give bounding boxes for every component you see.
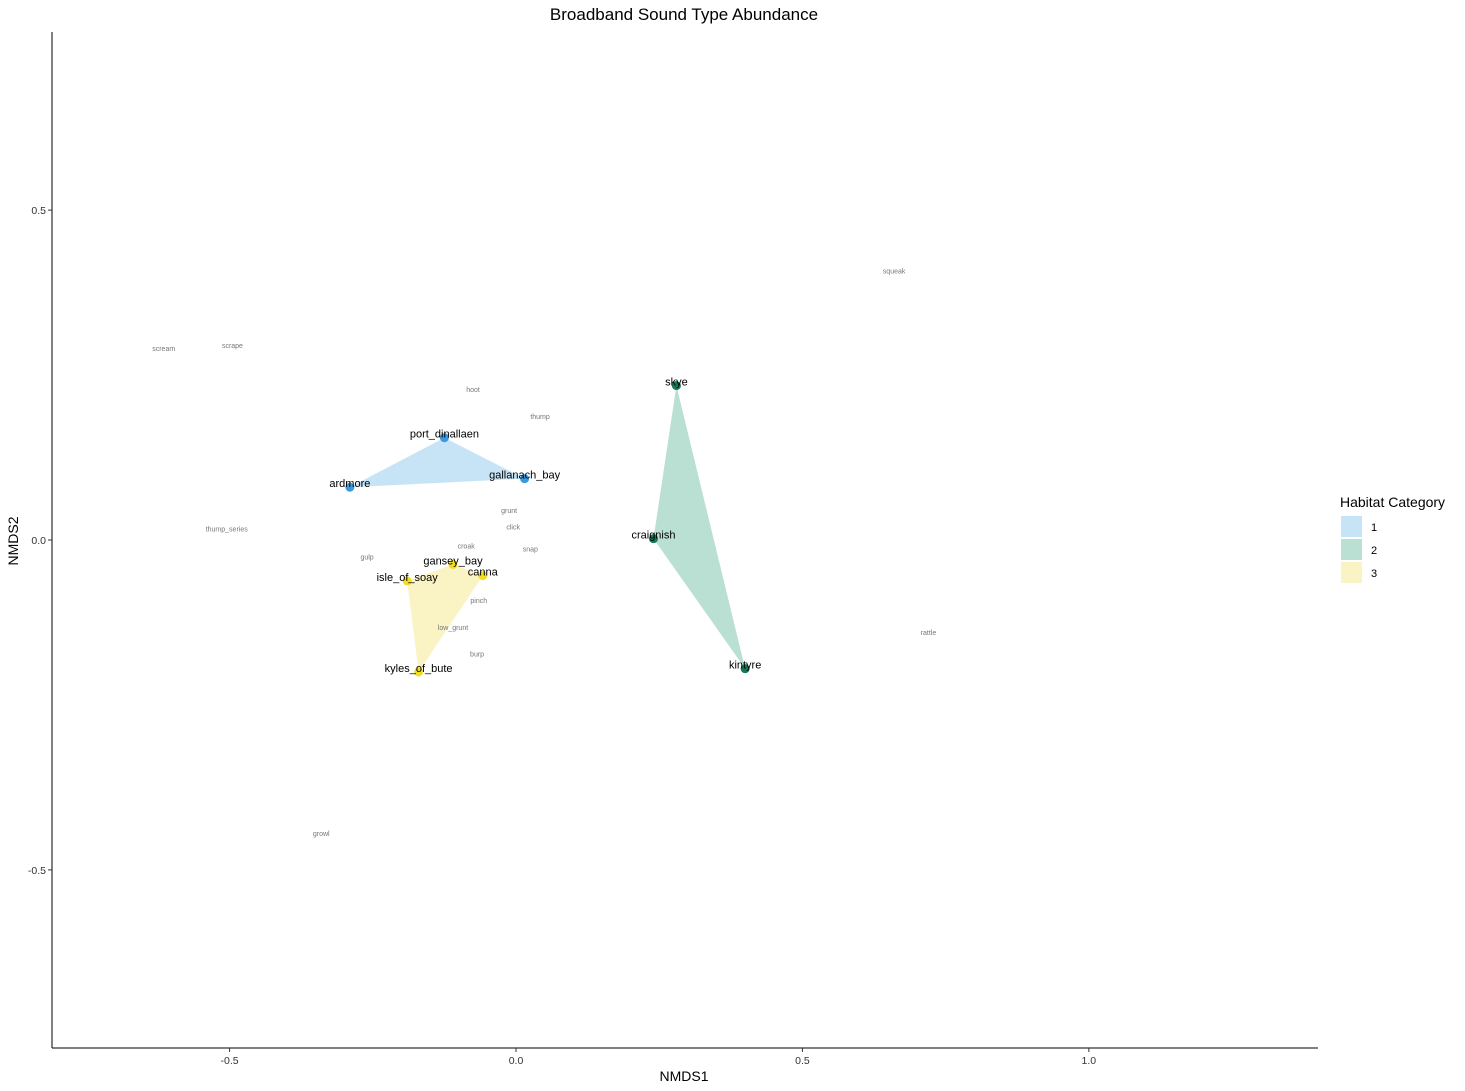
x-tick-label: 0.5 xyxy=(795,1055,810,1067)
x-tick-label: 0.0 xyxy=(509,1055,524,1067)
species-label: snap xyxy=(523,547,538,554)
y-tick-label: 0.0 xyxy=(31,535,46,547)
x-tick-label: -0.5 xyxy=(221,1055,239,1067)
species-label: hoot xyxy=(466,387,480,394)
x-ticks: -0.5 0.0 0.5 1.0 xyxy=(221,1048,1097,1067)
species-layer: squeak scream scrape hoot thump grunt click thu… xyxy=(152,268,936,838)
species-label: squeak xyxy=(883,268,906,275)
species-label: thump_series xyxy=(206,526,249,533)
x-tick-label: 1.0 xyxy=(1082,1055,1097,1067)
species-label: scream xyxy=(152,346,175,353)
hull-habitat-2 xyxy=(653,385,746,669)
site-label: craignish xyxy=(631,530,675,542)
site-label: canna xyxy=(468,567,499,579)
legend: Habitat Category 1 2 3 xyxy=(1340,494,1445,583)
x-axis-title: NMDS1 xyxy=(659,1068,708,1084)
site-label: gansey_bay xyxy=(423,555,483,567)
hull-habitat-1 xyxy=(349,437,525,488)
site-label: skye xyxy=(665,377,688,389)
y-tick-label: -0.5 xyxy=(28,865,46,877)
site-point xyxy=(439,433,449,443)
site-label: gallanach_bay xyxy=(489,470,560,482)
site-point xyxy=(520,474,530,484)
site-point xyxy=(740,664,750,674)
site-label: isle_of_soay xyxy=(377,572,439,584)
species-label: click xyxy=(506,524,520,531)
hull-habitat-3 xyxy=(407,564,483,672)
y-tick-label: 0.5 xyxy=(31,205,46,217)
site-label: kyles_of_bute xyxy=(385,663,453,675)
species-label: pinch xyxy=(470,598,487,605)
legend-key-1 xyxy=(1341,516,1362,537)
species-label: growl xyxy=(313,831,330,838)
legend-items: 1 2 3 xyxy=(1341,516,1377,583)
y-axis-title: NMDS2 xyxy=(5,516,21,565)
species-label: gulp xyxy=(360,555,373,562)
site-label: kintyre xyxy=(729,660,761,672)
species-label: low_grunt xyxy=(438,625,468,632)
species-label: grunt xyxy=(501,508,517,515)
site-point xyxy=(402,576,412,586)
species-label: rattle xyxy=(921,630,937,637)
legend-key-2 xyxy=(1341,539,1362,560)
chart-title: Broadband Sound Type Abundance xyxy=(550,5,818,24)
site-point xyxy=(345,482,355,492)
site-point xyxy=(414,667,424,677)
legend-label: 2 xyxy=(1371,545,1377,557)
species-label: scrape xyxy=(222,343,243,350)
site-point xyxy=(448,559,458,569)
species-label: burp xyxy=(470,652,484,659)
site-point xyxy=(478,571,488,581)
legend-title: Habitat Category xyxy=(1340,494,1445,510)
site-label: port_dinallaen xyxy=(410,429,479,441)
hulls-layer xyxy=(349,385,746,672)
legend-label: 3 xyxy=(1371,568,1377,580)
site-point xyxy=(671,381,681,391)
legend-key-3 xyxy=(1341,562,1362,583)
legend-label: 1 xyxy=(1371,522,1377,534)
points-layer xyxy=(345,381,750,677)
species-label: thump xyxy=(530,414,550,421)
site-point xyxy=(648,534,658,544)
species-label: croak xyxy=(458,543,476,550)
site-label: ardmore xyxy=(329,478,370,490)
y-ticks: 0.5 0.0 -0.5 xyxy=(28,205,52,877)
